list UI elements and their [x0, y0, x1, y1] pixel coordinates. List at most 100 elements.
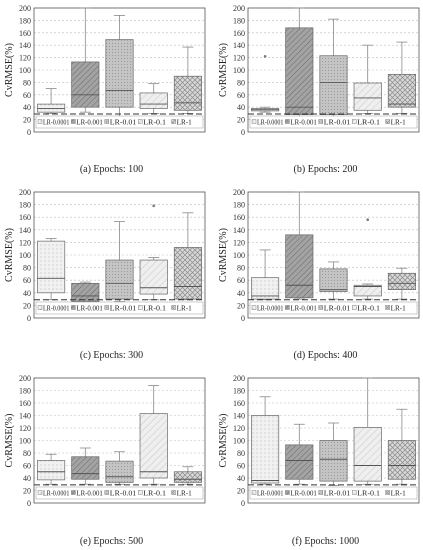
legend	[249, 486, 418, 500]
legend-entry: LR-0.01	[110, 304, 137, 313]
box-body	[139, 259, 168, 295]
box-body	[37, 240, 66, 294]
box-lr-0-1	[139, 83, 168, 114]
plot-frame	[247, 191, 420, 319]
y-tick-label: 200	[233, 4, 245, 13]
y-tick-label: 180	[233, 201, 245, 210]
box-lr-0-1	[353, 377, 382, 485]
y-tick-label: 0	[241, 314, 245, 323]
legend-swatch	[171, 490, 176, 495]
y-tick-label: 200	[233, 374, 245, 383]
legend-swatch	[251, 119, 257, 124]
box-lr-1	[173, 46, 202, 114]
plot-frame	[33, 377, 206, 504]
box-body	[173, 471, 202, 483]
box-body	[37, 460, 66, 481]
legend-swatch	[37, 119, 43, 124]
box-body	[173, 247, 202, 300]
y-tick-label: 40	[23, 474, 31, 483]
legend-entry: LR-0.0001	[43, 489, 70, 498]
outlier-point	[366, 218, 370, 222]
box-body	[71, 61, 100, 108]
legend-entry: LR-1	[177, 489, 192, 498]
legend-entry: LR-0.001	[76, 304, 103, 313]
legend-entry: LR-0.01	[324, 304, 351, 313]
y-axis-label: CvRMSE(%)	[218, 414, 229, 468]
legend-entry: LR-1	[391, 304, 406, 313]
y-tick-label: 160	[233, 29, 245, 38]
legend-entry: LR-1	[391, 489, 406, 498]
legend-entry: LR-0.1	[357, 118, 380, 127]
box-body	[387, 73, 416, 108]
legend-entry: LR-1	[177, 118, 192, 127]
y-tick-label: 120	[19, 424, 31, 433]
y-tick-label: 120	[233, 238, 245, 247]
y-tick-label: 80	[23, 449, 31, 458]
box-body	[285, 444, 314, 480]
box-body	[105, 259, 134, 300]
y-tick-label: 20	[23, 487, 31, 496]
y-tick-label: 200	[19, 374, 31, 383]
y-axis-label: CvRMSE(%)	[218, 228, 229, 282]
y-tick-label: 0	[241, 128, 245, 137]
legend-swatch	[318, 490, 323, 495]
box-body	[387, 272, 416, 290]
legend-entry: LR-0.0001	[257, 304, 284, 313]
legend-entry: LR-0.01	[324, 118, 351, 127]
legend-entry: LR-0.0001	[257, 118, 284, 127]
panel-caption: (e) Epochs: 500	[80, 536, 143, 547]
legend-swatch	[71, 305, 76, 310]
box-lr-0-1	[139, 385, 168, 485]
y-tick-label: 60	[23, 91, 31, 100]
box-body	[319, 268, 348, 292]
legend-swatch	[352, 305, 357, 310]
y-tick-label: 20	[237, 301, 245, 310]
y-tick-label: 60	[237, 276, 245, 285]
box-lr-0-001	[285, 191, 314, 300]
box-lr-0-1	[353, 44, 382, 114]
y-tick-label: 160	[19, 29, 31, 38]
legend-swatch	[251, 490, 257, 495]
y-tick-label: 0	[27, 128, 31, 137]
outlier-point	[263, 55, 267, 58]
y-tick-label: 140	[233, 41, 245, 50]
box-body	[173, 75, 202, 111]
legend-entry: LR-1	[391, 118, 406, 127]
y-axis-label: CvRMSE(%)	[4, 228, 15, 282]
box-lr-0-001	[285, 7, 314, 119]
y-tick-label: 0	[241, 499, 245, 508]
legend-entry: LR-0.01	[324, 489, 351, 498]
y-tick-label: 40	[23, 103, 31, 112]
y-tick-label: 80	[237, 264, 245, 273]
y-tick-label: 160	[19, 213, 31, 222]
y-axis-label: CvRMSE(%)	[4, 43, 15, 97]
legend-swatch	[285, 119, 290, 124]
y-tick-label: 40	[237, 474, 245, 483]
box-lr-0-0001	[251, 396, 280, 485]
box-lr-0-01	[319, 422, 348, 486]
y-tick-label: 120	[19, 238, 31, 247]
box-lr-0-001	[285, 423, 314, 485]
y-tick-label: 20	[237, 487, 245, 496]
box-lr-1	[387, 41, 416, 114]
legend-entry: LR-0.001	[290, 304, 317, 313]
y-tick-label: 100	[19, 251, 31, 260]
box-lr-0-001	[71, 7, 100, 113]
legend-swatch	[318, 119, 323, 124]
legend-entry: LR-0.001	[76, 489, 103, 498]
box-body	[71, 456, 100, 480]
box-lr-0-01	[105, 451, 134, 485]
y-tick-label: 120	[19, 54, 31, 63]
legend-entry: LR-0.001	[290, 118, 317, 127]
box-body	[387, 440, 416, 480]
y-tick-label: 60	[23, 462, 31, 471]
panel-6: 0 20 40 60 80 100 120 140 160 180 200 CvRMSE(%) LR-0…	[218, 374, 420, 547]
y-tick-label: 180	[19, 387, 31, 396]
box-lr-0-0001	[37, 238, 66, 301]
legend-swatch	[285, 305, 290, 310]
y-tick-label: 40	[237, 103, 245, 112]
y-axis-label: CvRMSE(%)	[218, 43, 229, 97]
y-tick-label: 140	[19, 226, 31, 235]
legend-entry: LR-0.001	[76, 118, 103, 127]
y-tick-label: 120	[233, 54, 245, 63]
